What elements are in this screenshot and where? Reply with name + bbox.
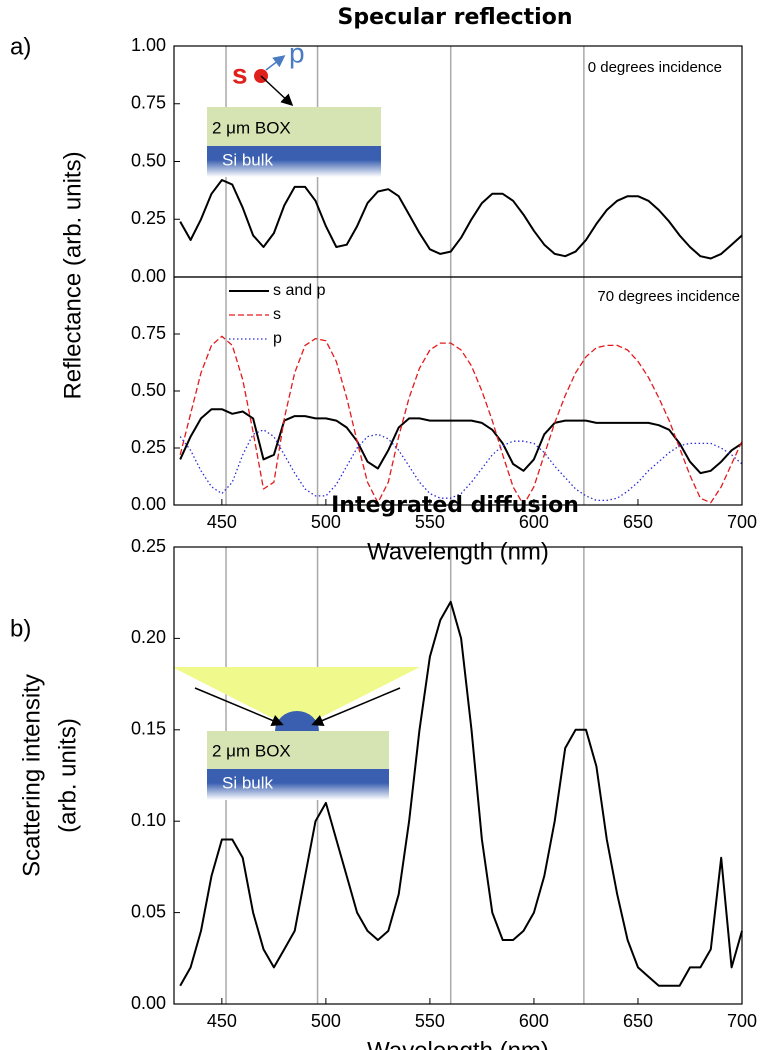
light-cone (172, 667, 420, 728)
y-tick-label: 0.00 (131, 266, 166, 286)
legend-label: s and p (273, 282, 326, 299)
x-tick-label: 500 (311, 1011, 341, 1031)
plot-frame (173, 276, 743, 506)
y-tick-label: 0.75 (131, 323, 166, 343)
x-tick-label: 450 (207, 1011, 237, 1031)
plot-data (179, 179, 743, 987)
y-axis-label: Scattering intensity (18, 674, 45, 877)
beam (311, 687, 401, 727)
data-line (179, 429, 743, 502)
beam (260, 75, 294, 107)
inset-bottom: 2 μm BOX Si bulk (172, 667, 420, 800)
y-tick-label: 0.10 (131, 810, 166, 830)
data-line (179, 179, 743, 260)
x-axis-label: Wavelength (nm) (367, 538, 549, 565)
box-layer (207, 731, 389, 769)
legend-label: s (273, 306, 281, 323)
box-label: 2 μm BOX (212, 118, 291, 137)
labels: 0.00 0.25 0.50 0.75 1.00 0 degrees incidence S… (10, 5, 757, 1050)
x-tick-label: 700 (727, 1011, 757, 1031)
data-line (179, 408, 743, 475)
y-tick-label: 0.15 (131, 719, 166, 739)
p-arrow (265, 55, 286, 71)
y-tick-label: 0.50 (131, 380, 166, 400)
chart-title: Integrated diffusion (331, 493, 579, 518)
x-tick-label: 450 (207, 512, 237, 532)
y-tick-label: 0.05 (131, 901, 166, 921)
y-tick-label: 0.20 (131, 627, 166, 647)
data-line (179, 600, 743, 987)
plot-frame (173, 546, 743, 1005)
x-tick-label: 550 (415, 512, 445, 532)
y-tick-label: 0.00 (131, 494, 166, 514)
y-tick-label: 0.50 (131, 150, 166, 170)
panel-label: b) (10, 615, 31, 642)
x-tick-label: 500 (311, 512, 341, 532)
particle (275, 711, 319, 731)
x-axis-label: Wavelength (nm) (367, 1037, 549, 1050)
box-label: 2 μm BOX (212, 741, 291, 760)
x-tick-label: 600 (519, 512, 549, 532)
x-tick-label: 550 (415, 1011, 445, 1031)
x-tick-label: 650 (623, 1011, 653, 1031)
p-label: p (289, 37, 305, 68)
y-axis-label: Reflectance (arb. units) (59, 151, 86, 399)
x-tick-label: 700 (727, 512, 757, 532)
chart-title: Specular reflection (338, 5, 573, 30)
x-tick-label: 600 (519, 1011, 549, 1031)
data-line (179, 335, 743, 506)
si-layer (207, 769, 389, 800)
si-layer (207, 146, 381, 177)
annotation: 0 degrees incidence (588, 59, 722, 76)
si-label: Si bulk (222, 150, 274, 169)
box-layer (207, 107, 381, 146)
legend-label: p (273, 330, 282, 347)
y-axis-label: (arb. units) (54, 718, 81, 833)
y-tick-label: 0.00 (131, 993, 166, 1013)
beam (194, 687, 284, 727)
inset-top: 2 μm BOX Si bulk s p (207, 37, 381, 177)
x-tick-label: 650 (623, 512, 653, 532)
y-tick-label: 1.00 (131, 35, 166, 55)
si-label: Si bulk (222, 773, 274, 792)
s-label: s (232, 58, 248, 89)
y-tick-label: 0.25 (131, 208, 166, 228)
y-tick-label: 0.25 (131, 437, 166, 457)
y-tick-label: 0.75 (131, 93, 166, 113)
y-tick-label: 0.25 (131, 536, 166, 556)
annotation: 70 degrees incidence (597, 288, 740, 305)
panel-label: a) (10, 33, 31, 60)
